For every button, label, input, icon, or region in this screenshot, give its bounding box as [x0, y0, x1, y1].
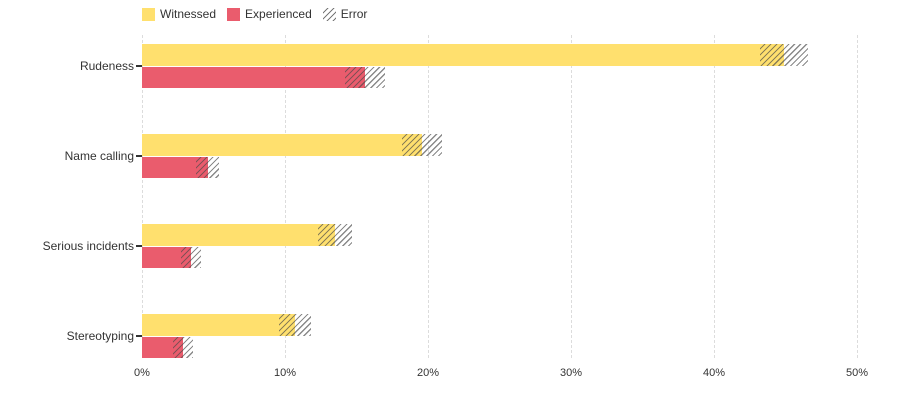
bar-experienced: [142, 67, 366, 88]
error-hatch-swatch-icon: [322, 7, 336, 21]
bar-experienced: [142, 157, 208, 178]
x-axis-tick-label: 30%: [559, 367, 583, 379]
legend-label-error: Error: [340, 7, 368, 21]
category-label: Serious incidents: [42, 239, 134, 253]
bar-experienced: [142, 337, 184, 358]
chart-legend: Witnessed Experienced Error: [142, 7, 367, 21]
bar-witnessed: [142, 134, 423, 156]
y-axis-tick-mark: [136, 155, 142, 157]
x-axis-tick-label: 50%: [845, 367, 869, 379]
category-label: Rudeness: [79, 59, 134, 73]
x-axis-tick-label: 0%: [134, 367, 150, 379]
bar-witnessed: [142, 224, 336, 246]
x-axis-tick-label: 20%: [416, 367, 440, 379]
gridline-50%: [857, 35, 858, 358]
y-axis-tick-mark: [136, 245, 142, 247]
gridline-40%: [714, 35, 715, 358]
error-region-witnessed: [317, 224, 353, 246]
legend-label-witnessed: Witnessed: [160, 7, 217, 21]
legend-item-error[interactable]: Error: [322, 7, 368, 21]
error-region-witnessed: [402, 134, 443, 156]
experienced-swatch-icon: [227, 7, 241, 21]
legend-item-witnessed[interactable]: Witnessed: [142, 7, 216, 21]
gridline-0%: [142, 35, 143, 358]
bar-witnessed: [142, 314, 295, 336]
legend-label-experienced: Experienced: [245, 7, 312, 21]
y-axis-tick-mark: [136, 65, 142, 67]
error-region-experienced: [173, 337, 194, 358]
error-region-witnessed: [759, 44, 809, 66]
error-region-experienced: [345, 67, 386, 88]
legend-item-experienced[interactable]: Experienced: [227, 7, 312, 21]
gridline-10%: [285, 35, 286, 358]
category-label: Name calling: [64, 149, 134, 163]
gridline-30%: [571, 35, 572, 358]
error-region-experienced: [180, 247, 201, 268]
witnessed-swatch-icon: [142, 7, 155, 21]
bar-experienced: [142, 247, 191, 268]
error-region-experienced: [196, 157, 220, 178]
bar-witnessed: [142, 44, 785, 66]
error-region-witnessed: [279, 314, 311, 336]
plot-area: [142, 35, 858, 358]
y-axis-tick-mark: [136, 335, 142, 337]
x-axis-tick-label: 10%: [273, 367, 297, 379]
gridline-20%: [428, 35, 429, 358]
x-axis-tick-label: 40%: [702, 367, 726, 379]
category-label: Stereotyping: [66, 329, 134, 343]
